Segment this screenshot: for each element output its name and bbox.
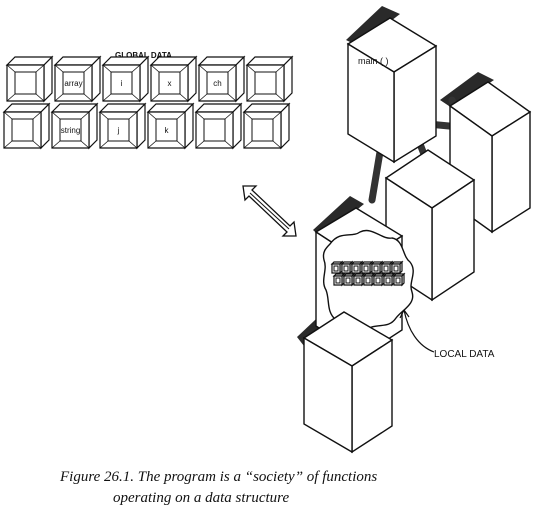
local-data-label: LOCAL DATA — [434, 349, 495, 360]
local-data-cell — [370, 260, 384, 275]
local-data-cell — [362, 272, 376, 287]
global-data-box — [242, 102, 291, 150]
local-data-cell — [340, 260, 354, 275]
global-data-box: array — [53, 55, 102, 103]
local-data-cell — [392, 272, 406, 287]
global-data-box-label: j — [117, 126, 120, 135]
global-data-heading: GLOBAL DATA — [115, 51, 172, 60]
global-data-box-label: string — [61, 126, 81, 135]
local-data-cell — [390, 260, 404, 275]
global-data-box — [2, 102, 51, 150]
local-data-cell — [332, 272, 346, 287]
global-data-grid: array i x ch string j k — [2, 55, 294, 150]
function-cube-with-local-data — [314, 207, 414, 358]
main-function-label: main ( ) — [358, 56, 389, 66]
exchange-arrow — [242, 185, 297, 237]
global-data-box-label: array — [64, 79, 82, 88]
global-data-box-label: k — [165, 126, 170, 135]
global-data-box — [245, 55, 294, 103]
global-data-box: ch — [197, 55, 246, 103]
global-data-box: string — [50, 102, 99, 150]
global-data-box-label: ch — [213, 79, 221, 88]
local-data-cell — [330, 260, 344, 275]
local-data-cell — [382, 272, 396, 287]
caption-line-2: operating on a data structure — [113, 490, 289, 506]
global-data-box — [194, 102, 243, 150]
local-data-cell — [360, 260, 374, 275]
local-data-cell — [380, 260, 394, 275]
local-data-cell — [350, 260, 364, 275]
global-data-box: i — [101, 55, 150, 103]
local-data-cell — [342, 272, 356, 287]
local-data-cell — [372, 272, 386, 287]
function-cube-right — [448, 81, 532, 234]
global-data-box-label: x — [168, 79, 172, 88]
main-function-cube: main ( ) — [346, 17, 438, 164]
local-data-cell — [352, 272, 366, 287]
global-data-box-label: i — [121, 79, 123, 88]
local-data-leader — [399, 309, 435, 353]
global-data-box — [5, 55, 54, 103]
local-data-cells — [330, 260, 406, 287]
global-data-box: k — [146, 102, 195, 150]
global-data-box: x — [149, 55, 198, 103]
caption-line-1: Figure 26.1. The program is a “society” … — [59, 469, 377, 485]
global-data-box: j — [98, 102, 147, 150]
function-cube-bottom — [302, 311, 394, 454]
